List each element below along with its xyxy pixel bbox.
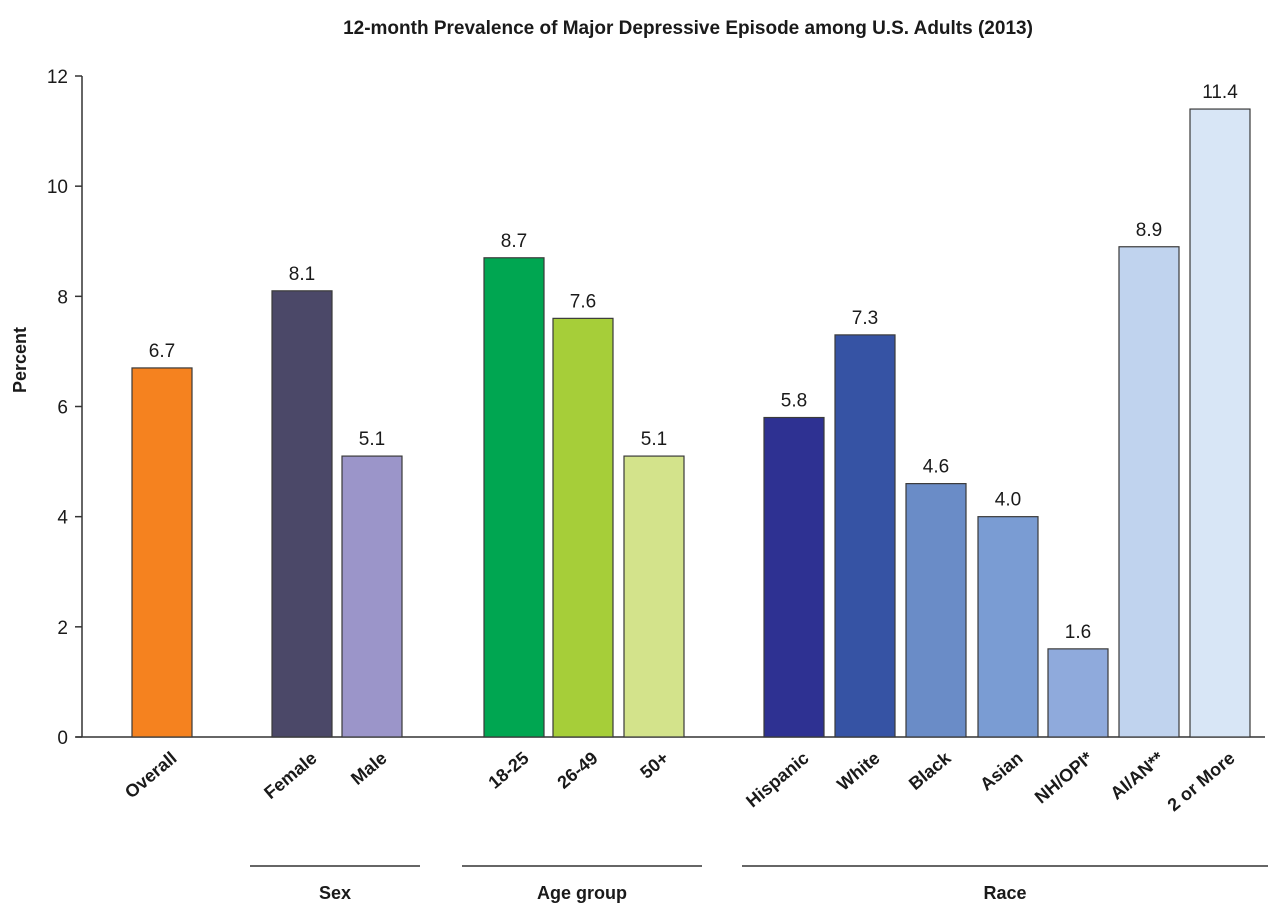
x-tick-label: Asian: [976, 748, 1026, 795]
data-label: 4.0: [995, 490, 1021, 511]
group-label: Age group: [537, 883, 627, 903]
x-tick-label: Black: [905, 747, 955, 794]
x-tick-label: 18-25: [484, 748, 532, 793]
x-tick-label: Female: [260, 748, 320, 803]
bar: [552, 317, 614, 738]
y-tick-label: 0: [57, 728, 68, 749]
data-label: 1.6: [1065, 622, 1091, 643]
chart-title: 12-month Prevalence of Major Depressive …: [343, 18, 1033, 39]
data-label: 5.1: [641, 429, 667, 450]
data-label: 4.6: [923, 457, 949, 478]
y-tick-label: 10: [47, 177, 68, 198]
data-label: 5.1: [359, 429, 385, 450]
bar: [623, 455, 685, 738]
x-tick-label: Overall: [121, 748, 181, 803]
category-labels: Overall Female Male 18-25 26-49 50+ Hispanic Wh…: [121, 747, 1239, 815]
x-tick-label: NH/OPI*: [1031, 748, 1097, 808]
data-label: 8.9: [1136, 220, 1162, 241]
y-tick-label: 4: [57, 508, 68, 529]
data-label: 11.4: [1202, 82, 1238, 103]
data-label: 6.7: [149, 341, 175, 362]
bar: [341, 455, 403, 738]
x-tick-label: White: [833, 748, 883, 795]
x-tick-label: AI/AN**: [1106, 748, 1167, 804]
group-labels: Sex Age group Race: [250, 865, 1268, 903]
data-label: 5.8: [781, 391, 807, 412]
data-label: 7.6: [570, 291, 596, 312]
bar: [763, 416, 825, 738]
bar: [483, 257, 545, 738]
bar: [1189, 108, 1251, 738]
x-tick-label: 2 or More: [1164, 748, 1239, 815]
x-tick-label: Hispanic: [742, 748, 812, 812]
y-tick-label: 2: [57, 618, 68, 639]
value-labels: 6.7 8.1 5.1 8.7 7.6 5.1 5.8 7.3 4.6 4.0 1.6 8.9 11.4: [149, 82, 1238, 643]
y-axis-label: Percent: [10, 327, 30, 393]
group-label: Sex: [319, 883, 351, 903]
bar: [977, 516, 1039, 738]
bar: [271, 290, 333, 738]
group-label: Race: [983, 883, 1026, 903]
y-tick-label: 12: [47, 67, 68, 88]
x-tick-label: 26-49: [553, 748, 601, 793]
data-label: 8.1: [289, 264, 315, 285]
bar: [1118, 246, 1180, 738]
y-tick-label: 8: [57, 287, 68, 308]
bar: [834, 334, 896, 738]
data-label: 8.7: [501, 231, 527, 252]
bar: [1047, 648, 1109, 738]
bars: [131, 108, 1251, 738]
bar: [131, 367, 193, 738]
x-tick-label: 50+: [636, 748, 672, 783]
data-label: 7.3: [852, 308, 878, 329]
y-tick-label: 6: [57, 398, 68, 419]
bar: [905, 483, 967, 738]
x-tick-label: Male: [347, 748, 391, 789]
